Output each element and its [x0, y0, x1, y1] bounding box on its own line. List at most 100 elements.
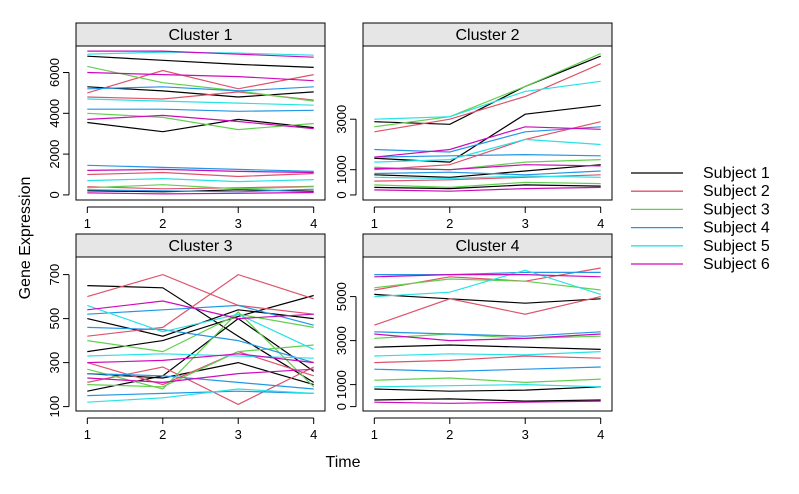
- x-tick-label: 1: [84, 427, 91, 442]
- series-line-subject-3: [374, 377, 601, 384]
- series-line-subject-1: [87, 361, 314, 386]
- x-tick-label: 3: [235, 216, 242, 231]
- series-line-subject-4: [374, 271, 601, 276]
- legend-item-subject-5: Subject 5: [631, 238, 770, 255]
- y-tick-label: 6000: [47, 58, 62, 87]
- series-line-subject-2: [374, 267, 601, 291]
- series-line-subject-1: [374, 164, 601, 178]
- series-line-subject-4: [87, 326, 314, 364]
- y-tick-label: 0: [334, 191, 349, 198]
- panel-2: Cluster 2 1 2 3 4 0 1000 3000: [334, 22, 613, 231]
- series-line-subject-4: [374, 331, 601, 337]
- y-tick-label: 700: [47, 264, 62, 286]
- panel-3: Cluster 3 1 2 3 4 100 300 500 700: [47, 233, 326, 442]
- x-tick-label: 2: [446, 216, 453, 231]
- plot-frame: [75, 45, 326, 201]
- x-tick-label: 1: [84, 216, 91, 231]
- x-tick-label: 1: [371, 427, 378, 442]
- series-line-subject-6: [87, 114, 314, 130]
- series-line-subject-4: [374, 170, 601, 176]
- series-line-subject-6: [87, 50, 314, 58]
- panel-title: Cluster 4: [455, 238, 519, 255]
- legend-label: Subject 1: [703, 165, 770, 182]
- series-line-subject-6: [374, 126, 601, 158]
- series-line-subject-5: [87, 304, 314, 350]
- series-lines: [374, 53, 601, 192]
- series-line-subject-1: [374, 55, 601, 125]
- series-line-subject-4: [374, 126, 601, 153]
- legend-item-subject-6: Subject 6: [631, 256, 770, 273]
- series-line-subject-6: [374, 164, 601, 171]
- series-line-subject-2: [87, 69, 314, 94]
- panel-4: Cluster 4 1 2 3 4 0 1000 3000 5000: [334, 233, 613, 442]
- series-line-subject-4: [374, 153, 601, 158]
- legend-label: Subject 4: [703, 220, 770, 237]
- series-line-subject-1: [374, 386, 601, 392]
- series-line-subject-1: [87, 285, 315, 383]
- series-line-subject-2: [87, 185, 314, 190]
- y-tick-label: 2000: [47, 140, 62, 169]
- series-line-subject-6: [87, 71, 314, 82]
- series-line-subject-4: [374, 366, 601, 373]
- series-lines: [87, 273, 315, 406]
- series-line-subject-3: [87, 311, 315, 390]
- series-line-subject-3: [87, 344, 314, 388]
- series-line-subject-6: [374, 274, 601, 278]
- plot-frame: [75, 256, 326, 412]
- series-lines: [374, 267, 601, 404]
- x-tick-label: 4: [310, 427, 317, 442]
- series-line-subject-1: [374, 344, 601, 350]
- series-line-subject-1: [374, 398, 601, 402]
- series-line-subject-3: [374, 181, 601, 189]
- series-line-subject-6: [87, 300, 314, 320]
- series-line-subject-1: [374, 293, 601, 304]
- series-line-subject-3: [374, 333, 601, 340]
- series-line-subject-6: [87, 353, 314, 364]
- x-axis-title: Time: [326, 454, 361, 471]
- legend-item-subject-4: Subject 4: [631, 220, 770, 237]
- series-lines: [87, 50, 314, 195]
- x-tick-label: 2: [159, 216, 166, 231]
- y-tick-label: 3000: [334, 326, 349, 355]
- series-line-subject-4: [87, 108, 314, 112]
- series-line-subject-3: [87, 184, 314, 190]
- panel-title: Cluster 3: [168, 238, 232, 255]
- panel-1: Cluster 1 1 2 3 4 0 2000 4000 6000: [47, 22, 326, 231]
- y-tick-label: 3000: [334, 105, 349, 134]
- series-line-subject-5: [87, 98, 314, 106]
- y-axis-title: Gene Expression: [17, 177, 34, 300]
- series-line-subject-3: [374, 53, 601, 128]
- y-tick-label: 300: [47, 352, 62, 374]
- y-tick-label: 100: [47, 396, 62, 418]
- y-tick-label: 0: [47, 191, 62, 198]
- series-line-subject-6: [374, 186, 601, 192]
- x-tick-label: 3: [235, 427, 242, 442]
- plot-frame: [362, 256, 613, 412]
- series-line-subject-5: [374, 138, 601, 163]
- legend-item-subject-2: Subject 2: [631, 183, 770, 200]
- series-line-subject-6: [374, 333, 601, 342]
- y-tick-label: 1000: [334, 370, 349, 399]
- series-line-subject-5: [374, 80, 601, 120]
- series-line-subject-5: [87, 353, 314, 359]
- x-tick-label: 3: [522, 216, 529, 231]
- series-line-subject-2: [87, 171, 314, 178]
- series-line-subject-6: [87, 368, 314, 384]
- series-line-subject-3: [87, 112, 314, 131]
- series-line-subject-3: [374, 278, 601, 291]
- legend-label: Subject 5: [703, 238, 770, 255]
- series-line-subject-5: [87, 177, 314, 183]
- panel-title: Cluster 2: [455, 27, 519, 44]
- legend-label: Subject 2: [703, 183, 770, 200]
- series-line-subject-4: [87, 164, 314, 172]
- legend-item-subject-1: Subject 1: [631, 165, 770, 182]
- y-tick-label: 500: [47, 308, 62, 330]
- x-tick-label: 4: [310, 216, 317, 231]
- y-tick-label: 0: [334, 403, 349, 410]
- series-line-subject-4: [87, 86, 314, 92]
- legend-label: Subject 6: [703, 256, 770, 273]
- series-line-subject-4: [87, 188, 314, 193]
- x-tick-label: 4: [597, 216, 604, 231]
- series-line-subject-5: [374, 351, 601, 357]
- series-line-subject-1: [87, 55, 314, 68]
